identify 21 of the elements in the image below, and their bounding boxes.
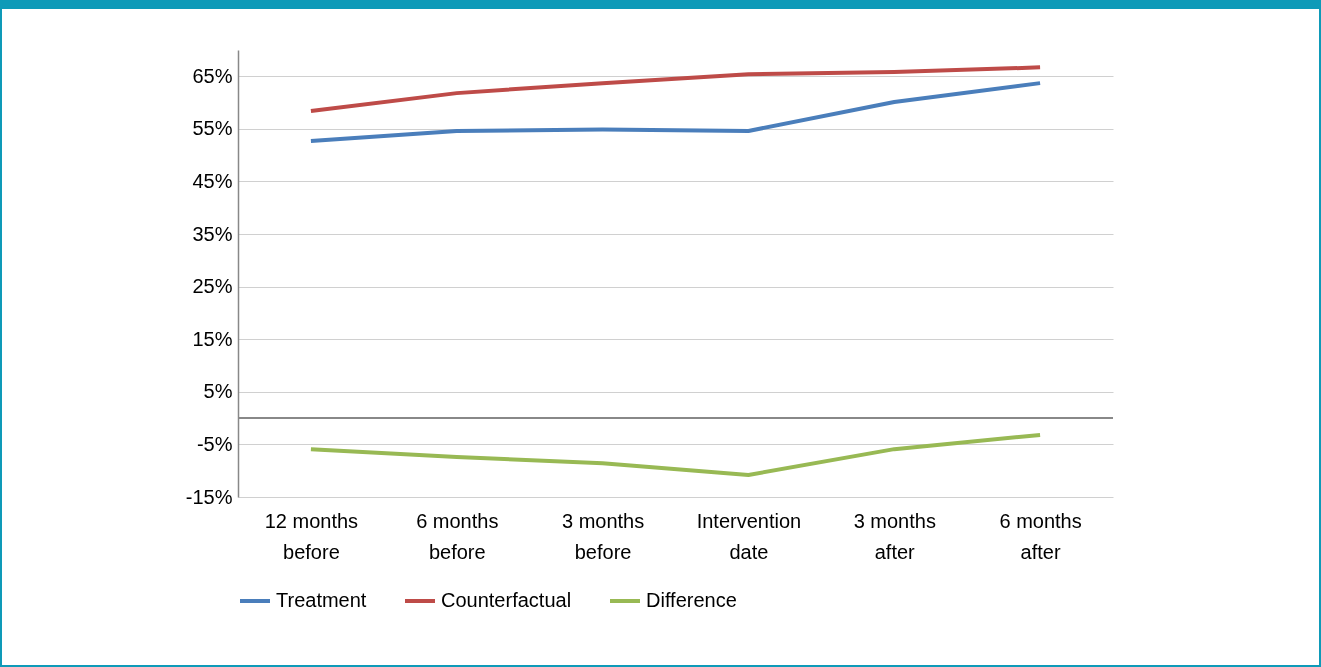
y-tick-label: 15% <box>192 327 233 350</box>
y-tick-label: 65% <box>192 64 233 87</box>
legend-label: Difference <box>646 589 737 611</box>
y-tick-label: 35% <box>192 222 233 245</box>
y-tick-label: 55% <box>192 117 233 140</box>
y-tick-label: 5% <box>203 380 233 403</box>
x-tick-label: 6 months before <box>416 509 499 563</box>
line-series <box>308 432 1043 477</box>
legend-label: Counterfactual <box>441 589 572 611</box>
legend-label: Treatment <box>276 589 367 611</box>
x-tick-label: 6 months after <box>999 509 1082 563</box>
x-tick-label: 12 months before <box>264 509 359 563</box>
y-tick-label: 45% <box>192 169 233 192</box>
x-tick-label: Intervention date <box>696 509 802 563</box>
line-series <box>308 65 1043 113</box>
x-tick-label: 3 months before <box>561 509 645 563</box>
y-tick-label: 25% <box>192 275 233 298</box>
line-series <box>308 81 1043 143</box>
x-tick-label: 3 months after <box>853 509 936 563</box>
y-tick-label: -5% <box>196 432 233 455</box>
y-tick-label: -15% <box>185 485 233 508</box>
